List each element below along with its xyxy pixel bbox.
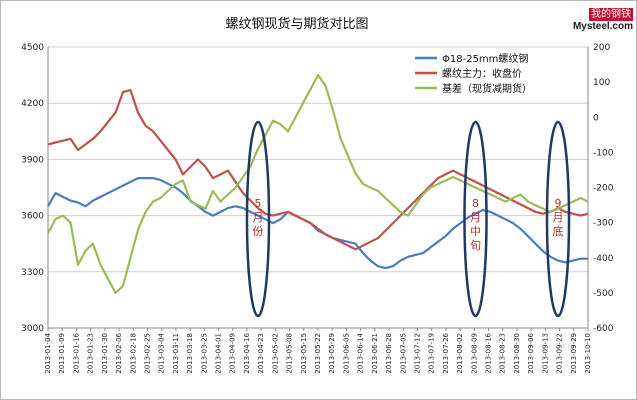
annotation-char: 9 (555, 197, 562, 210)
chart-title: 螺纹钢现货与期货对比图 (225, 16, 368, 32)
x-tick-label: 2013-07-05 (399, 333, 407, 374)
series-line (47, 73, 589, 294)
right-tick-label: -100 (593, 148, 614, 158)
x-tick-label: 2013-01-16 (72, 332, 80, 373)
x-tick-label: 2013-07-26 (442, 332, 450, 373)
right-tick-label: 0 (593, 113, 599, 123)
mysteel-logo: 我的钢铁 Mysteel.com (571, 2, 633, 32)
x-tick-label: 2013-08-30 (513, 333, 521, 374)
x-tick-label: 2013-10-10 (584, 333, 592, 374)
x-tick-label: 2013-03-04 (158, 332, 166, 373)
annotation-char: 份 (253, 225, 264, 238)
highlight-ellipse (463, 120, 488, 318)
x-tick-label: 2013-04-16 (243, 332, 251, 373)
x-tick-label: 2013-05-15 (300, 333, 308, 374)
annotation-char: 中 (470, 225, 481, 238)
x-tick-label: 2013-01-30 (101, 333, 109, 374)
legend-entry: 基差（现货减期货） (442, 82, 532, 95)
x-tick-label: 2013-09-22 (556, 333, 564, 374)
left-axis-ticks: 3000 3300 3600 3900 4200 4500 (21, 43, 44, 334)
x-tick-label: 2013-01-04 (44, 332, 52, 373)
x-tick-label: 2013-06-05 (342, 333, 350, 374)
x-tick-label: 2013-04-23 (257, 333, 265, 374)
logo-bottom-text: Mysteel.com (572, 21, 633, 32)
series-lines (47, 73, 589, 294)
x-tick-label: 2013-08-02 (456, 333, 464, 374)
annotation-char: 底 (553, 224, 564, 238)
x-tick-label: 2013-03-25 (200, 333, 208, 374)
left-tick-label: 4500 (21, 43, 44, 53)
x-tick-label: 2013-07-19 (428, 333, 436, 374)
left-tick-label: 3300 (21, 268, 44, 278)
x-tick-label: 2013-02-18 (129, 333, 137, 374)
right-tick-label: -200 (593, 184, 614, 194)
series-line (47, 88, 589, 251)
x-tick-label: 2013-02-06 (115, 332, 123, 373)
x-tick-label: 2013-04-09 (229, 333, 237, 374)
left-tick-label: 3600 (21, 212, 44, 222)
x-tick-label: 2013-01-23 (87, 333, 95, 374)
right-tick-label: -300 (593, 219, 614, 229)
x-tick-label: 2013-05-22 (314, 333, 322, 374)
x-tick-label: 2013-05-29 (328, 333, 336, 374)
x-tick-label: 2013-07-12 (413, 333, 421, 374)
right-axis-ticks: -600 -500 -400 -300 -200 -100 0 100 200 (593, 43, 614, 334)
annotation-char: 月 (470, 211, 481, 224)
annotation-char: 旬 (470, 239, 481, 252)
legend-entry: Φ18-25mm螺纹钢 (442, 52, 528, 65)
legend-entry: 螺纹主力：收盘价 (442, 67, 522, 80)
x-tick-label: 2013-03-11 (172, 333, 180, 374)
x-tick-label: 2013-08-09 (470, 333, 478, 374)
left-tick-label: 3000 (21, 324, 44, 334)
left-tick-label: 4200 (21, 99, 44, 109)
series-line (47, 177, 588, 270)
left-tick-label: 3900 (21, 155, 44, 165)
x-tick-label: 2013-01-09 (58, 333, 66, 374)
x-axis-ticks: 2013-01-04 2013-01-09 2013-01-16 2013-01-23… (44, 328, 592, 374)
x-tick-label: 2013-05-02 (271, 333, 279, 374)
x-tick-label: 2013-09-13 (541, 333, 549, 374)
highlight-ellipse (545, 120, 571, 318)
x-tick-label: 2013-06-28 (385, 333, 393, 374)
highlight-ellipses (245, 120, 571, 318)
x-tick-label: 2013-05-08 (286, 333, 294, 374)
x-tick-label: 2013-03-18 (186, 333, 194, 374)
right-tick-label: -600 (593, 324, 614, 334)
x-tick-label: 2013-04-01 (215, 333, 223, 374)
logo-top-text: 我的钢铁 (589, 8, 633, 21)
x-tick-label: 2013-06-14 (357, 332, 365, 373)
right-tick-label: 200 (593, 43, 610, 53)
x-tick-label: 2013-09-29 (570, 333, 578, 374)
annotation-char: 8 (472, 197, 479, 210)
right-tick-label: -400 (593, 254, 614, 264)
highlight-ellipse (245, 120, 271, 318)
annotation-char: 5 (255, 197, 262, 210)
annotation-char: 月 (253, 211, 264, 224)
x-tick-label: 2013-08-23 (499, 333, 507, 374)
right-tick-label: -500 (593, 289, 614, 299)
x-tick-label: 2013-06-21 (371, 333, 379, 374)
x-tick-label: 2013-08-16 (485, 332, 493, 373)
annotation-char: 月 (553, 211, 564, 224)
x-tick-label: 2013-09-06 (527, 332, 535, 373)
x-tick-label: 2013-02-25 (143, 333, 151, 374)
right-tick-label: 100 (593, 78, 610, 88)
